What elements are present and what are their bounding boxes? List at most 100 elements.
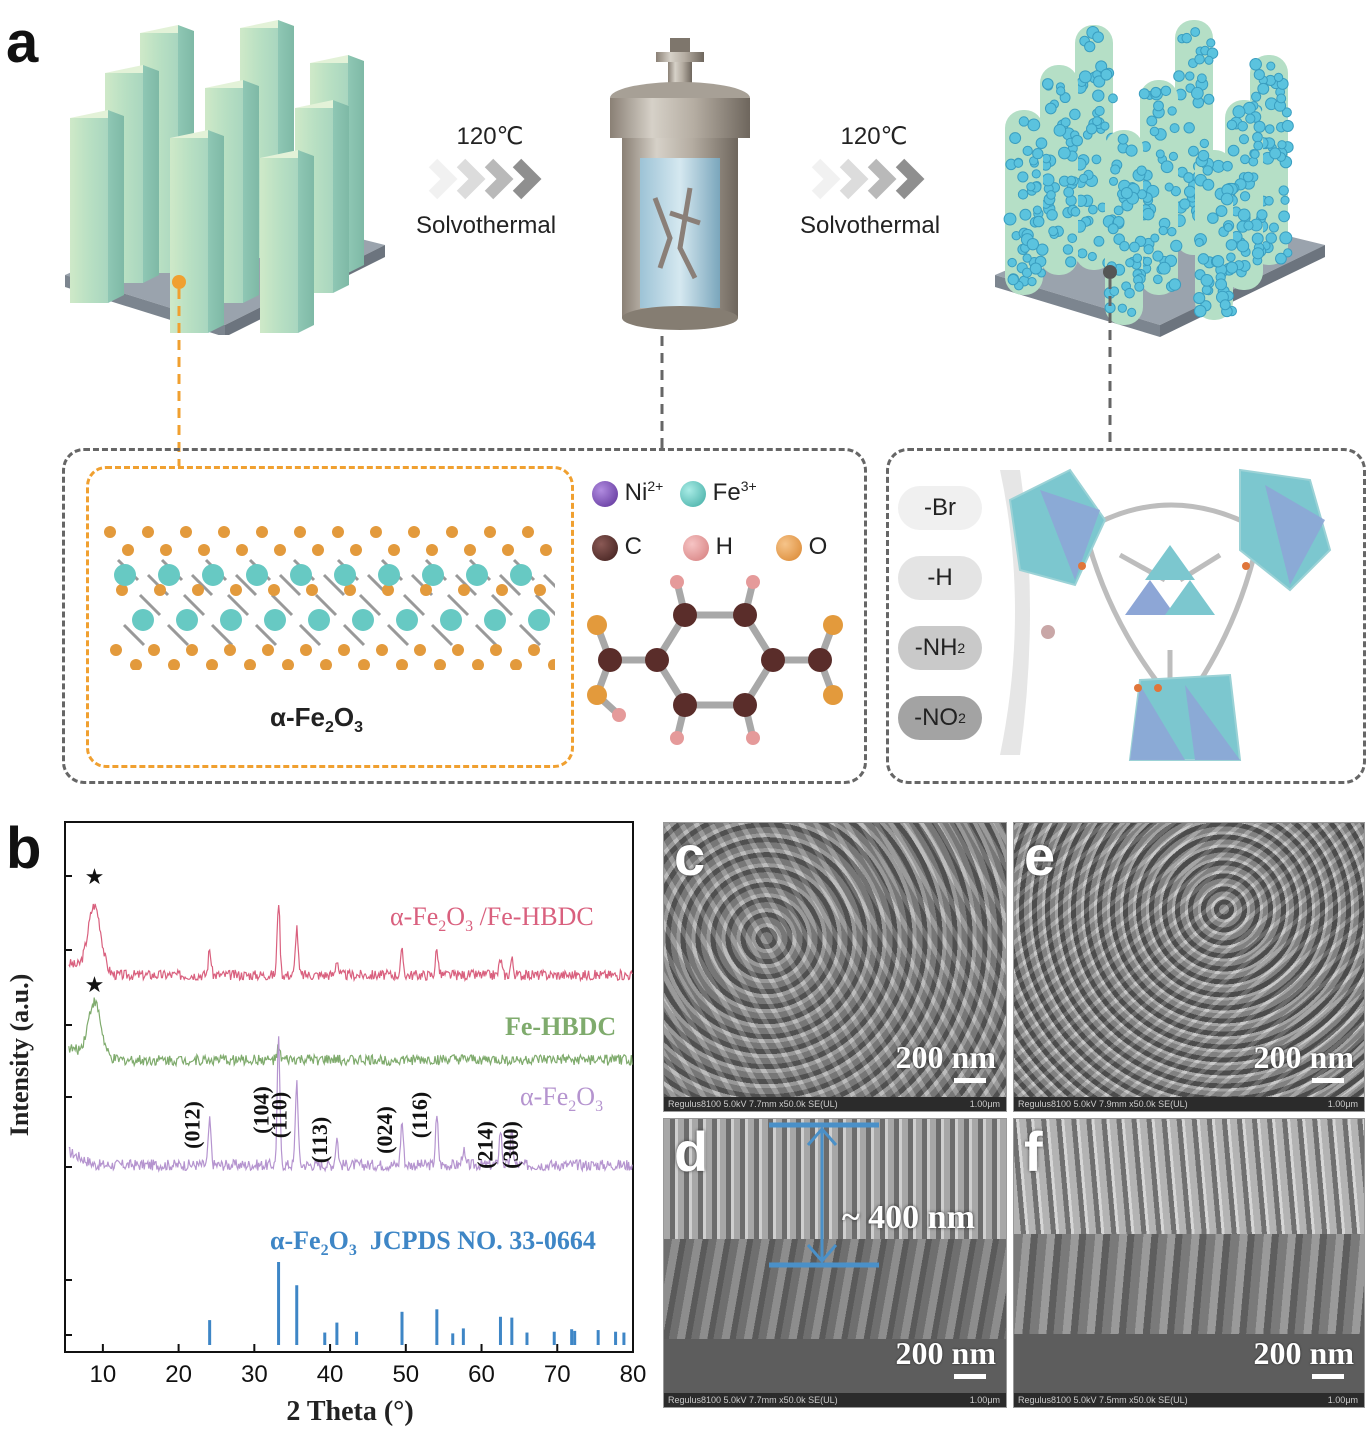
iron-atom xyxy=(158,564,180,586)
oxygen-atom xyxy=(218,526,230,538)
legend-ni: Ni2+ xyxy=(592,478,663,507)
oxygen-atom xyxy=(256,526,268,538)
oxygen-atom xyxy=(230,584,242,596)
oxygen-atom xyxy=(338,644,350,656)
oxygen-atom xyxy=(160,544,172,556)
xrd-y-axis-label: Intensity (a.u.) xyxy=(5,955,35,1155)
iron-atom xyxy=(528,609,550,631)
oxygen-atom xyxy=(446,526,458,538)
oxygen-atom xyxy=(426,544,438,556)
star-marker: ★ xyxy=(85,864,105,889)
oxygen-atom xyxy=(104,526,116,538)
oxygen-atom xyxy=(148,644,160,656)
xrd-x-axis-label: 2 Theta (°) xyxy=(200,1396,500,1428)
hematite-label: α-Fe2O3 xyxy=(270,702,363,737)
terephthalic-acid-molecule xyxy=(585,570,855,760)
x-tick-label: 20 xyxy=(165,1361,192,1388)
oxygen-atom xyxy=(130,659,142,670)
scale-bar-c: 200 nm xyxy=(896,1039,996,1083)
oxygen-atom xyxy=(534,584,546,596)
oxygen-atom xyxy=(370,526,382,538)
oxygen-atom xyxy=(306,584,318,596)
x-tick-label: 60 xyxy=(468,1361,495,1388)
sem-image-f: f 200 nm Regulus8100 5.0kV 7.5mm x50.0k … xyxy=(1013,1118,1365,1408)
x-tick-label: 50 xyxy=(392,1361,419,1388)
iron-atom xyxy=(352,609,374,631)
oxygen-atom xyxy=(282,659,294,670)
x-tick-label: 80 xyxy=(620,1361,647,1388)
iron-atom xyxy=(334,564,356,586)
oxygen-atom xyxy=(300,644,312,656)
series-label-fe-hbdc: Fe-HBDC xyxy=(505,1012,616,1042)
oxygen-atom xyxy=(528,644,540,656)
sem-info-d: Regulus8100 5.0kV 7.7mm x50.0k SE(UL) 1.0… xyxy=(664,1393,1006,1407)
iron-atom xyxy=(466,564,488,586)
iron-atom xyxy=(114,564,136,586)
oxygen-atom xyxy=(186,644,198,656)
oxygen-atom xyxy=(268,584,280,596)
oxygen-atom xyxy=(496,584,508,596)
peak-label: (024) xyxy=(372,1106,397,1154)
oxygen-atom xyxy=(414,644,426,656)
panel-label-e: e xyxy=(1024,823,1055,888)
oxygen-atom xyxy=(312,544,324,556)
oxygen-atom xyxy=(206,659,218,670)
oxygen-atom xyxy=(244,659,256,670)
oxygen-atom xyxy=(168,659,180,670)
oxygen-atom xyxy=(434,659,446,670)
oxygen-atom xyxy=(540,544,552,556)
oxygen-atom xyxy=(408,526,420,538)
ligand-br: -Br xyxy=(898,486,982,530)
series-label-hematite: α-Fe2O3 xyxy=(520,1082,603,1116)
oxygen-atom xyxy=(484,526,496,538)
oxygen-atom xyxy=(274,544,286,556)
peak-label: (110) xyxy=(267,1092,292,1138)
oxygen-atom xyxy=(236,544,248,556)
iron-atom xyxy=(176,609,198,631)
peak-label: (113) xyxy=(307,1117,332,1163)
oxygen-atom xyxy=(472,659,484,670)
reference-label: α-Fe2O3 JCPDS NO. 33-0664 xyxy=(270,1226,596,1260)
oxygen-atom xyxy=(458,584,470,596)
oxygen-atom xyxy=(420,584,432,596)
x-tick-label: 10 xyxy=(90,1361,117,1388)
x-tick-label: 40 xyxy=(317,1361,344,1388)
ligand-no2: -NO 2 xyxy=(898,696,982,740)
panel-label-f: f xyxy=(1024,1119,1043,1184)
iron-atom xyxy=(510,564,532,586)
iron-atom xyxy=(220,609,242,631)
oxygen-atom xyxy=(110,644,122,656)
connector-lines xyxy=(0,0,1367,470)
panel-label-d: d xyxy=(674,1119,708,1184)
ligand-group-list: -Br -H -NH 2 -NO 2 xyxy=(898,486,984,746)
oxygen-atom xyxy=(358,659,370,670)
sem-image-d: d ~ 400 nm 200 nm Regulus8100 5.0kV 7.7m… xyxy=(663,1118,1007,1408)
panel-label-c: c xyxy=(674,823,705,888)
sem-info-e: Regulus8100 5.0kV 7.9mm x50.0k SE(UL) 1.0… xyxy=(1014,1097,1364,1111)
iron-atom xyxy=(202,564,224,586)
x-tick-label: 70 xyxy=(544,1361,571,1388)
sem-info-f: Regulus8100 5.0kV 7.5mm x50.0k SE(UL) 1.0… xyxy=(1014,1393,1364,1407)
oxygen-atom xyxy=(502,544,514,556)
oxygen-atom xyxy=(376,644,388,656)
oxygen-atom xyxy=(180,526,192,538)
iron-atom xyxy=(290,564,312,586)
iron-atom xyxy=(396,609,418,631)
oxygen-atom xyxy=(388,544,400,556)
star-marker: ★ xyxy=(85,972,105,997)
iron-atom xyxy=(246,564,268,586)
oxygen-atom xyxy=(464,544,476,556)
oxygen-atom xyxy=(198,544,210,556)
oxygen-atom xyxy=(142,526,154,538)
iron-atom xyxy=(264,609,286,631)
iron-atom xyxy=(378,564,400,586)
legend-o: O xyxy=(776,533,827,561)
oxygen-atom xyxy=(350,544,362,556)
thickness-label: ~ 400 nm xyxy=(842,1199,975,1237)
oxygen-atom xyxy=(396,659,408,670)
series-label-composite: α-Fe2O3 /Fe-HBDC xyxy=(390,902,594,936)
oxygen-atom xyxy=(192,584,204,596)
oxygen-atom xyxy=(262,644,274,656)
sem-image-c: c 200 nm Regulus8100 5.0kV 7.7mm x50.0k … xyxy=(663,822,1007,1112)
oxygen-atom xyxy=(122,544,134,556)
